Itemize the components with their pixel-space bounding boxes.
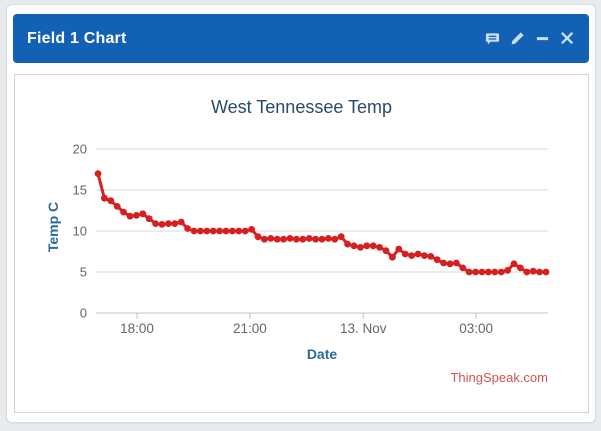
data-point[interactable] <box>465 268 473 276</box>
data-point[interactable] <box>229 227 236 235</box>
data-point[interactable] <box>369 242 377 250</box>
data-point[interactable] <box>491 268 499 276</box>
data-point[interactable] <box>165 220 172 228</box>
data-point[interactable] <box>273 235 281 243</box>
y-tick-label: 10 <box>73 224 87 239</box>
data-point[interactable] <box>261 235 268 243</box>
data-point[interactable] <box>542 268 550 276</box>
data-point[interactable] <box>318 235 326 243</box>
data-point[interactable] <box>325 235 332 242</box>
data-point[interactable] <box>152 220 160 228</box>
data-point[interactable] <box>235 227 243 235</box>
data-point[interactable] <box>395 245 403 253</box>
data-point[interactable] <box>184 225 192 232</box>
data-point[interactable] <box>203 227 211 235</box>
x-tick-label: 03:00 <box>459 321 493 336</box>
data-point[interactable] <box>517 264 524 272</box>
data-point[interactable] <box>414 250 422 258</box>
data-point[interactable] <box>382 247 390 255</box>
data-point[interactable] <box>485 268 492 276</box>
header-icon-group <box>484 31 575 47</box>
collapse-icon[interactable] <box>534 31 550 47</box>
data-point[interactable] <box>401 250 409 258</box>
data-point[interactable] <box>497 268 505 276</box>
data-point[interactable] <box>158 221 166 228</box>
data-point[interactable] <box>427 253 435 260</box>
data-point[interactable] <box>286 235 294 242</box>
chart-panel: 0 5 10 15 20 18:00 21:00 13. Nov 03:00 West Tenn… <box>14 74 589 413</box>
data-point[interactable] <box>408 252 415 259</box>
data-point[interactable] <box>510 260 518 268</box>
data-point[interactable] <box>133 212 140 219</box>
data-point[interactable] <box>453 259 460 267</box>
data-point[interactable] <box>190 227 198 235</box>
widget-header: Field 1 Chart <box>13 14 589 63</box>
chart-widget-window: Field 1 Chart <box>6 4 596 423</box>
data-point[interactable] <box>478 268 486 276</box>
y-tick-label: 20 <box>73 142 87 157</box>
data-point[interactable] <box>421 252 428 259</box>
data-point[interactable] <box>446 260 454 268</box>
data-point[interactable] <box>267 235 275 242</box>
data-point[interactable] <box>280 235 287 243</box>
data-point[interactable] <box>504 267 511 274</box>
data-point[interactable] <box>101 194 108 202</box>
data-point[interactable] <box>472 268 479 276</box>
data-point[interactable] <box>389 253 396 261</box>
data-point[interactable] <box>363 242 371 250</box>
data-point[interactable] <box>529 267 537 275</box>
chart-title: West Tennessee Temp <box>210 97 393 117</box>
y-tick-label: 0 <box>80 306 87 321</box>
data-point[interactable] <box>293 235 300 243</box>
data-point[interactable] <box>197 227 204 235</box>
thingspeak-credit-link[interactable]: ThingSpeak.com <box>450 370 548 385</box>
annotation-icon[interactable] <box>484 31 500 47</box>
data-point[interactable] <box>357 244 364 251</box>
data-point[interactable] <box>305 235 313 242</box>
x-tick-label: 18:00 <box>120 321 154 336</box>
data-point[interactable] <box>433 256 441 264</box>
data-point[interactable] <box>139 210 147 218</box>
data-point[interactable] <box>241 227 249 235</box>
widget-title: Field 1 Chart <box>27 29 127 47</box>
data-point[interactable] <box>350 242 358 250</box>
y-axis-title: Temp C <box>45 201 61 253</box>
data-point[interactable] <box>171 220 179 228</box>
data-point[interactable] <box>344 240 351 248</box>
data-point[interactable] <box>337 233 345 241</box>
data-point[interactable] <box>248 226 256 233</box>
data-point[interactable] <box>299 235 307 243</box>
data-point[interactable] <box>209 227 217 235</box>
data-point[interactable] <box>536 268 543 276</box>
x-tick-label: 21:00 <box>233 321 267 336</box>
data-point[interactable] <box>145 215 153 223</box>
data-point[interactable] <box>94 170 102 177</box>
data-point[interactable] <box>222 227 230 235</box>
data-point[interactable] <box>126 212 134 220</box>
data-point[interactable] <box>440 259 447 267</box>
x-axis-title: Date <box>306 346 338 362</box>
data-point[interactable] <box>107 197 115 205</box>
y-tick-label: 5 <box>80 265 87 280</box>
data-point[interactable] <box>376 244 383 251</box>
data-point[interactable] <box>216 227 224 235</box>
data-point[interactable] <box>523 268 531 276</box>
data-point[interactable] <box>254 233 262 241</box>
x-tick-label: 13. Nov <box>340 321 387 336</box>
data-point[interactable] <box>120 208 127 216</box>
data-point[interactable] <box>331 235 339 243</box>
edit-icon[interactable] <box>509 31 525 47</box>
chart-plot: 0 5 10 15 20 18:00 21:00 13. Nov 03:00 <box>73 142 550 336</box>
data-point[interactable] <box>459 264 467 272</box>
data-point[interactable] <box>177 218 185 226</box>
close-icon[interactable] <box>559 31 575 47</box>
data-point[interactable] <box>312 235 319 243</box>
y-tick-label: 15 <box>73 183 87 198</box>
data-point[interactable] <box>113 203 121 210</box>
